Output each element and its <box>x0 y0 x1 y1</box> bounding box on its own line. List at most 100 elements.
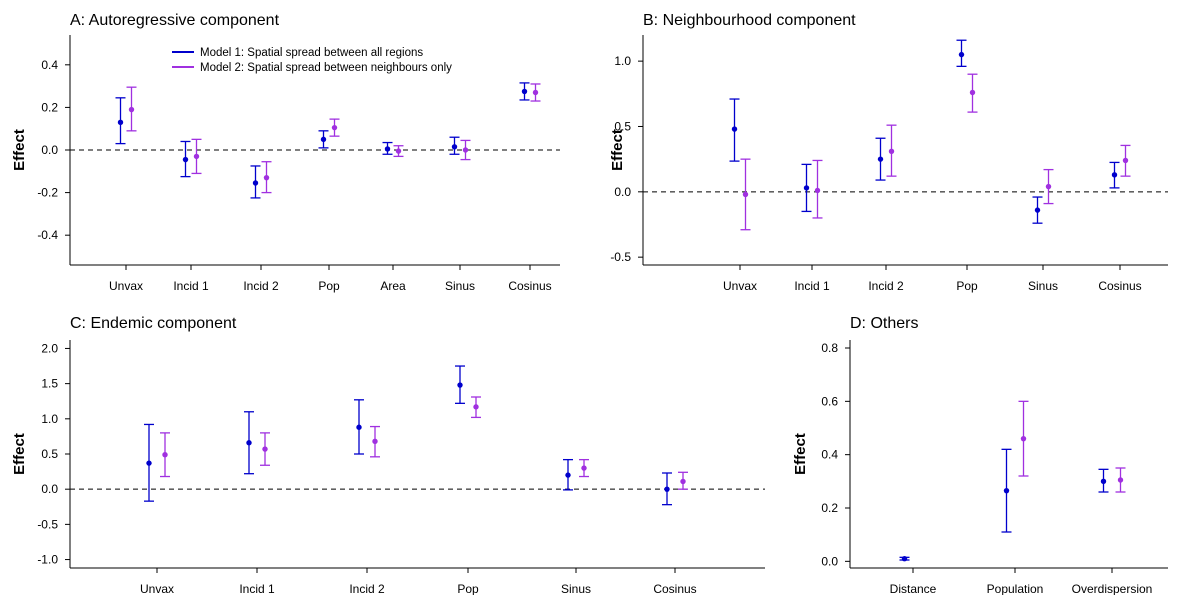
x-tick-label: Unvax <box>109 279 143 293</box>
point-estimate-model1 <box>451 144 458 150</box>
point-estimate-model1 <box>958 51 965 58</box>
point-estimate-model1 <box>356 424 362 430</box>
point-estimate-model1 <box>1111 172 1118 178</box>
y-tick-label: 0.0 <box>614 185 631 199</box>
point-estimate-model2 <box>372 438 378 445</box>
x-tick-label: Cosinus <box>1098 279 1141 293</box>
x-tick-label: Incid 1 <box>173 279 209 293</box>
point-estimate-model1 <box>146 460 152 466</box>
y-tick-label: -0.2 <box>37 186 58 200</box>
x-tick-label: Distance <box>890 582 937 595</box>
x-tick-label: Population <box>987 582 1044 595</box>
point-estimate-model1 <box>877 156 884 162</box>
point-estimate-model1 <box>1003 487 1010 494</box>
y-tick-label: 0.4 <box>821 448 838 462</box>
point-estimate-model2 <box>969 89 976 96</box>
point-estimate-model1 <box>117 119 124 126</box>
panel-title: B: Neighbourhood component <box>643 12 856 29</box>
panel-title: A: Autoregressive component <box>70 12 280 29</box>
y-tick-label: 0.0 <box>821 554 838 568</box>
x-tick-label: Cosinus <box>508 279 551 293</box>
y-tick-label: 0.2 <box>821 501 838 515</box>
point-estimate-model1 <box>731 126 738 132</box>
y-axis-label: Effect <box>11 433 28 475</box>
y-tick-label: 0.5 <box>41 447 58 461</box>
point-estimate-model2 <box>193 153 200 160</box>
y-tick-label: -0.4 <box>37 228 58 242</box>
x-tick-label: Incid 2 <box>868 279 904 293</box>
x-tick-label: Pop <box>318 279 340 293</box>
panel-title: D: Others <box>850 315 918 332</box>
legend: Model 1: Spatial spread between all regi… <box>172 47 452 74</box>
point-estimate-model2 <box>532 89 539 96</box>
y-tick-label: -1.0 <box>37 553 58 567</box>
panel-a: A: Autoregressive component -0.4 -0.2 0.0 0.… <box>11 12 560 293</box>
point-estimate-model2 <box>1117 477 1124 483</box>
x-tick-label: Area <box>380 279 406 293</box>
panel-title: C: Endemic component <box>70 315 237 332</box>
point-estimate-model2 <box>462 147 469 153</box>
point-estimate-model2 <box>473 404 479 410</box>
y-tick-label: 1.5 <box>41 377 58 391</box>
point-estimate-model2 <box>888 148 895 155</box>
point-estimate-model1 <box>246 440 252 446</box>
point-estimate-model2 <box>814 187 821 194</box>
x-tick-label: Incid 1 <box>239 582 275 595</box>
x-tick-label: Overdispersion <box>1072 582 1153 595</box>
y-tick-label: 0.2 <box>41 100 58 114</box>
x-tick-label: Incid 1 <box>794 279 830 293</box>
point-estimate-model2 <box>581 465 587 471</box>
point-estimate-model2 <box>680 478 686 485</box>
point-estimate-model2 <box>262 446 268 452</box>
point-estimate-model1 <box>320 136 327 143</box>
y-tick-label: 2.0 <box>41 341 58 355</box>
x-tick-label: Pop <box>956 279 978 293</box>
x-tick-label: Cosinus <box>653 582 696 595</box>
panel-c: C: Endemic component -1.0 -0.5 0.0 0.5 1.0 1.5… <box>11 315 765 595</box>
x-tick-label: Pop <box>457 582 479 595</box>
y-tick-label: 1.0 <box>41 412 58 426</box>
legend-label-model2: Model 2: Spatial spread between neighbou… <box>200 62 452 74</box>
y-tick-label: 0.5 <box>614 119 631 133</box>
y-tick-label: 0.0 <box>41 482 58 496</box>
y-tick-label: 0.0 <box>41 143 58 157</box>
y-tick-label: 0.4 <box>41 58 58 72</box>
x-tick-label: Sinus <box>445 279 475 293</box>
point-estimate-model1 <box>1034 207 1041 213</box>
y-tick-label: 1.0 <box>614 54 631 68</box>
point-estimate-model1 <box>901 555 908 562</box>
point-estimate-model2 <box>263 174 270 181</box>
x-tick-label: Sinus <box>1028 279 1058 293</box>
x-tick-label: Incid 2 <box>349 582 385 595</box>
x-tick-label: Unvax <box>723 279 757 293</box>
point-estimate-model2 <box>162 452 168 458</box>
y-axis-label: Effect <box>11 129 28 171</box>
point-estimate-model1 <box>1100 478 1107 485</box>
point-estimate-model1 <box>803 185 810 191</box>
x-tick-label: Unvax <box>140 582 174 595</box>
point-estimate-model1 <box>252 180 259 186</box>
point-estimate-model2 <box>331 124 338 131</box>
point-estimate-model2 <box>1020 435 1027 442</box>
x-tick-label: Sinus <box>561 582 591 595</box>
point-estimate-model2 <box>742 191 749 198</box>
y-tick-label: -0.5 <box>37 517 58 531</box>
point-estimate-model1 <box>182 156 189 163</box>
point-estimate-model1 <box>565 472 571 478</box>
point-estimate-model2 <box>1122 157 1129 164</box>
point-estimate-model2 <box>1045 183 1052 190</box>
legend-label-model1: Model 1: Spatial spread between all regi… <box>200 47 423 59</box>
point-estimate-model1 <box>521 88 528 95</box>
y-axis-label: Effect <box>609 129 626 171</box>
y-axis-label: Effect <box>792 433 809 475</box>
point-estimate-model1 <box>664 486 670 492</box>
panel-b: B: Neighbourhood component -0.5 0.0 0.5 1.0 E… <box>609 12 1168 293</box>
point-estimate-model1 <box>384 146 391 152</box>
point-estimate-model2 <box>128 106 135 113</box>
x-tick-label: Incid 2 <box>243 279 279 293</box>
y-tick-label: 0.6 <box>821 394 838 408</box>
panel-d: D: Others 0.0 0.2 0.4 0.6 0.8 Effect Distance Po… <box>792 315 1168 595</box>
point-estimate-model1 <box>457 382 463 388</box>
point-estimate-model2 <box>395 148 402 154</box>
